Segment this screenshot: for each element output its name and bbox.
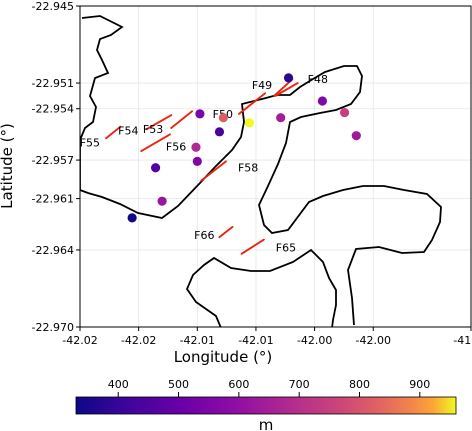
- y-tick-label: -22.945: [32, 0, 74, 13]
- colorbar-label: m: [259, 416, 274, 431]
- fault-line-f55: [105, 125, 122, 140]
- sample-point: [195, 109, 205, 119]
- sample-point: [244, 118, 255, 128]
- x-tick-label: -42.02: [121, 334, 156, 347]
- sample-point: [192, 156, 202, 166]
- y-tick-label: -22.964: [32, 244, 74, 257]
- sample-points: [127, 73, 361, 223]
- fault-label-f49: F49: [252, 79, 272, 92]
- x-tick-label: -42.00: [356, 334, 391, 347]
- fault-line-f50: [238, 92, 267, 115]
- x-axis-label: Longitude (°): [174, 348, 273, 366]
- sample-point: [214, 127, 225, 137]
- fault-label-f66: F66: [194, 229, 214, 242]
- colorbar-tick-label: 700: [289, 378, 310, 391]
- x-tick-label: -42.01: [238, 334, 273, 347]
- sample-point: [127, 213, 137, 223]
- sample-point: [317, 96, 328, 106]
- fault-label-f53: F53: [143, 123, 163, 136]
- sample-point: [351, 131, 361, 141]
- fault-lines: [105, 78, 299, 255]
- y-axis-ticks: -22.945 -22.951 -22.954 -22.957 -22.961 -22.9…: [32, 0, 80, 334]
- fault-line-f66: [218, 225, 234, 239]
- sample-point: [150, 163, 161, 173]
- fault-label-f58: F58: [238, 161, 258, 174]
- x-tick-label: -42.01: [180, 334, 215, 347]
- colorbar-tick-label: 400: [108, 378, 129, 391]
- fault-line-f58: [200, 160, 227, 182]
- x-tick-label: -41.99: [453, 334, 472, 347]
- coastline-north: [80, 15, 442, 326]
- coastline-group: [80, 15, 442, 327]
- fault-label-f65: F65: [276, 242, 296, 255]
- fault-line-f54: [145, 114, 173, 131]
- fault-line-f56: [140, 133, 171, 153]
- sample-point: [218, 113, 228, 123]
- colorbar: [75, 396, 457, 415]
- x-tick-label: -42.02: [62, 334, 97, 347]
- sample-point: [191, 142, 201, 152]
- sample-point: [339, 107, 350, 118]
- colorbar-tick-label: 500: [168, 378, 189, 391]
- fault-label-f54: F54: [118, 124, 138, 137]
- sample-point: [157, 196, 167, 206]
- y-tick-label: -22.970: [32, 321, 74, 334]
- x-tick-label: -42.00: [297, 334, 332, 347]
- sample-point: [276, 113, 286, 123]
- colorbar-tick-label: 900: [409, 378, 430, 391]
- y-tick-label: -22.961: [32, 193, 74, 206]
- fault-label-f48: F48: [308, 73, 328, 86]
- colorbar-ticks: 400 500 600 700 800 900: [108, 378, 430, 397]
- fault-line-f48: [274, 82, 299, 97]
- fault-line-f53: [170, 110, 194, 129]
- y-axis-label: Latitude (°): [0, 123, 16, 209]
- y-tick-label: -22.957: [32, 154, 74, 167]
- colorbar-tick-label: 600: [228, 378, 249, 391]
- plot-frame: [79, 5, 472, 328]
- y-tick-label: -22.954: [32, 103, 74, 116]
- fault-labels: F48F49F50F53F54F55F56F58F66F65: [80, 73, 328, 255]
- colorbar-tick-label: 800: [349, 378, 370, 391]
- y-tick-label: -22.951: [32, 77, 74, 90]
- grid-lines: [79, 5, 472, 328]
- coastline-south: [185, 248, 337, 327]
- fault-line-f65: [240, 238, 265, 255]
- fault-label-f55: F55: [80, 136, 100, 149]
- fault-label-f56: F56: [166, 140, 186, 153]
- x-axis-ticks: -42.02 -42.02 -42.01 -42.01 -42.00 -42.00 -41.…: [62, 327, 472, 347]
- sample-point: [283, 73, 294, 83]
